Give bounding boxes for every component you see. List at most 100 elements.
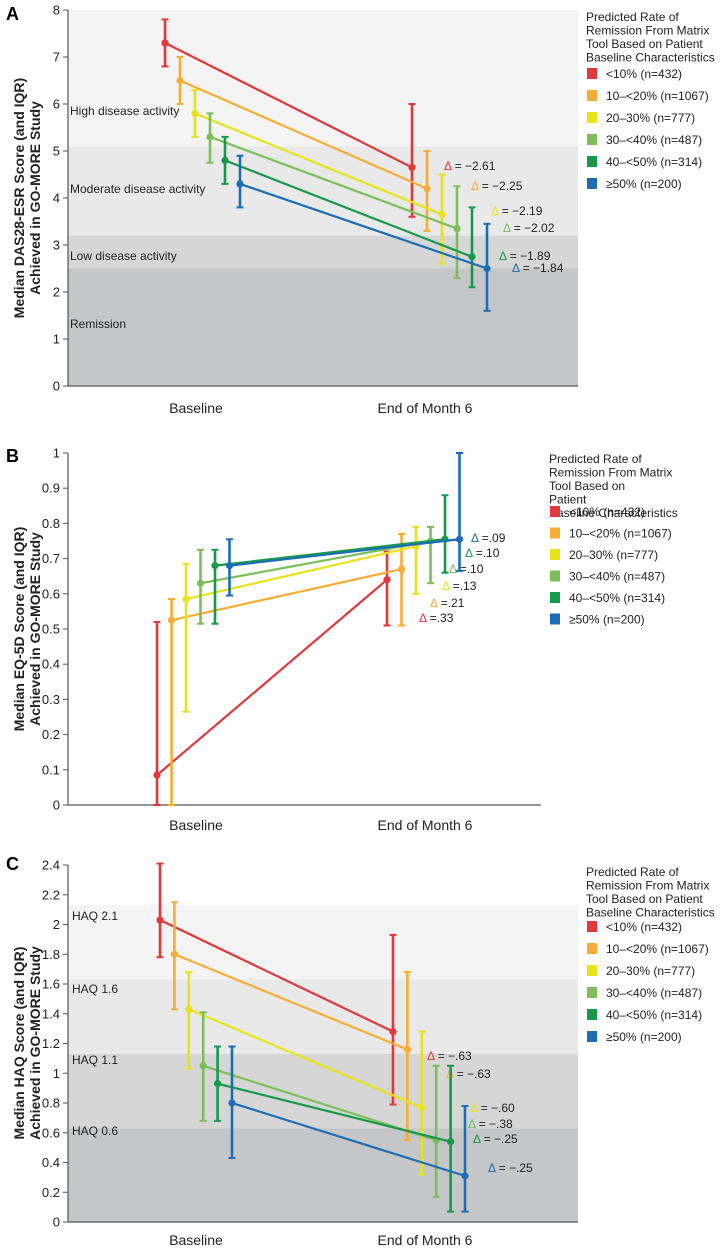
- point-baseline: [182, 595, 190, 603]
- y-tick-label: 0.8: [42, 516, 60, 531]
- delta-label: Δ =.09: [471, 531, 506, 545]
- series-2: Δ =.21: [167, 532, 465, 806]
- x-category-label: Baseline: [169, 817, 223, 833]
- legend-title-line: Predicted Rate of: [586, 10, 679, 24]
- legend-title-line: Tool Based on: [549, 479, 625, 493]
- y-axis-label: Median EQ-5D Score (and IQR)Achieved in …: [11, 527, 43, 732]
- legend-item-label: 30–<40% (n=487): [606, 133, 702, 147]
- y-tick-label: 2.4: [42, 858, 60, 873]
- delta-triangle-icon: Δ: [449, 562, 457, 576]
- delta-value: =.09: [478, 531, 505, 545]
- delta-label: Δ =.10: [465, 546, 500, 560]
- point-month6: [403, 1045, 411, 1054]
- delta-value: = −.25: [480, 1132, 518, 1146]
- series-line: [194, 112, 443, 216]
- point-month6: [408, 163, 416, 172]
- legend-title-line: Tool Based on Patient: [586, 37, 703, 51]
- legend-swatch: [587, 68, 597, 79]
- y-tick-label: 0: [53, 379, 60, 394]
- series-line: [231, 1101, 466, 1177]
- panel-letter: A: [6, 4, 19, 24]
- delta-label: Δ = −.25: [488, 1161, 533, 1175]
- legend-item-label: 10–<20% (n=1067): [606, 942, 709, 956]
- delta-triangle-icon: Δ: [491, 204, 499, 218]
- y-tick-label: 0.2: [42, 727, 60, 742]
- legend-item-label: 40–<50% (n=314): [606, 155, 702, 169]
- y-axis-label-line: Median EQ-5D Score (and IQR): [11, 527, 27, 732]
- legend-item-label: ≥50% (n=200): [569, 613, 645, 627]
- y-tick-label: 0.8: [42, 1096, 60, 1111]
- y-tick-label: 0.3: [42, 692, 60, 707]
- point-baseline: [196, 579, 205, 587]
- y-tick-label: 6: [53, 97, 60, 112]
- point-baseline: [185, 1005, 193, 1013]
- point-baseline: [191, 109, 199, 117]
- point-baseline: [206, 133, 214, 141]
- delta-triangle-icon: Δ: [465, 546, 473, 560]
- panel-c: HAQ 2.1 HAQ 1.6 HAQ 1.1 HAQ 0.6 0 0.2 0.4 0.6 0.…: [6, 854, 715, 1248]
- point-baseline: [199, 1062, 207, 1070]
- legend-title-line: Remission From Matrix: [549, 466, 672, 480]
- zone-label: HAQ 2.1: [72, 909, 118, 923]
- y-tick-label: 1: [53, 1066, 60, 1081]
- delta-triangle-icon: Δ: [430, 596, 438, 610]
- delta-label: Δ = −2.25: [471, 179, 523, 193]
- y-tick-label: 0.4: [42, 1155, 60, 1170]
- legend-item-label: <10% (n=432): [606, 920, 682, 934]
- series-3: Δ =.13: [182, 525, 477, 713]
- legend-swatch: [587, 1031, 597, 1042]
- delta-label: Δ = −.60: [470, 1101, 515, 1115]
- y-tick-label: 0: [53, 1215, 60, 1230]
- y-axis-label: Median HAQ Score (and IQR)Achieved in GO…: [11, 946, 43, 1140]
- delta-value: =.10: [456, 562, 483, 576]
- legend-swatch: [587, 156, 597, 167]
- point-baseline: [236, 180, 244, 188]
- series-line: [229, 538, 460, 567]
- legend-swatch: [587, 112, 597, 123]
- y-tick-label: 0.7: [42, 551, 60, 566]
- point-month6: [453, 224, 461, 233]
- legend-item-label: 40–<50% (n=314): [569, 591, 665, 605]
- zone-band: [68, 235, 578, 269]
- delta-triangle-icon: Δ: [473, 1132, 481, 1146]
- delta-value: =.10: [472, 546, 499, 560]
- y-axis-label-line: Median DAS28-ESR Score (and IQR): [11, 78, 27, 318]
- y-tick-label: 2: [53, 917, 60, 932]
- delta-triangle-icon: Δ: [470, 1101, 478, 1115]
- legend-item-label: <10% (n=432): [569, 505, 645, 519]
- series-6: Δ =.09: [225, 452, 506, 597]
- delta-value: = −.63: [434, 1049, 472, 1063]
- y-tick-label: 0.5: [42, 622, 60, 637]
- delta-label: Δ = −.38: [468, 1117, 513, 1131]
- delta-triangle-icon: Δ: [488, 1161, 496, 1175]
- point-baseline: [161, 39, 169, 47]
- zone-band: [68, 1128, 578, 1222]
- series-line: [179, 79, 428, 190]
- legend-swatch: [587, 134, 597, 145]
- y-tick-label: 0.1: [42, 762, 60, 777]
- delta-label: Δ = −.25: [473, 1132, 518, 1146]
- series-1: Δ = −2.61: [161, 18, 496, 218]
- y-tick-label: 0.6: [42, 586, 60, 601]
- delta-triangle-icon: Δ: [442, 579, 450, 593]
- delta-value: =.21: [437, 596, 464, 610]
- series-6: Δ = −1.84: [236, 154, 564, 312]
- series-3: Δ = −.60: [185, 971, 515, 1176]
- series-line: [185, 545, 417, 601]
- legend-swatch: [587, 178, 597, 189]
- y-tick-label: 0.9: [42, 481, 60, 496]
- point-month6: [383, 576, 391, 584]
- series-line: [224, 159, 473, 258]
- y-tick-label: 8: [53, 3, 60, 18]
- point-month6: [418, 1103, 426, 1112]
- delta-triangle-icon: Δ: [503, 221, 511, 235]
- legend-item-label: 20–30% (n=777): [569, 548, 658, 562]
- delta-triangle-icon: Δ: [471, 179, 479, 193]
- delta-value: = −.60: [477, 1101, 515, 1115]
- y-axis-label-line: Achieved in GO-MORE Study: [27, 532, 43, 726]
- series-line: [156, 578, 388, 776]
- delta-triangle-icon: Δ: [427, 1049, 435, 1063]
- series-line: [209, 135, 458, 230]
- delta-value: = −1.84: [519, 261, 563, 275]
